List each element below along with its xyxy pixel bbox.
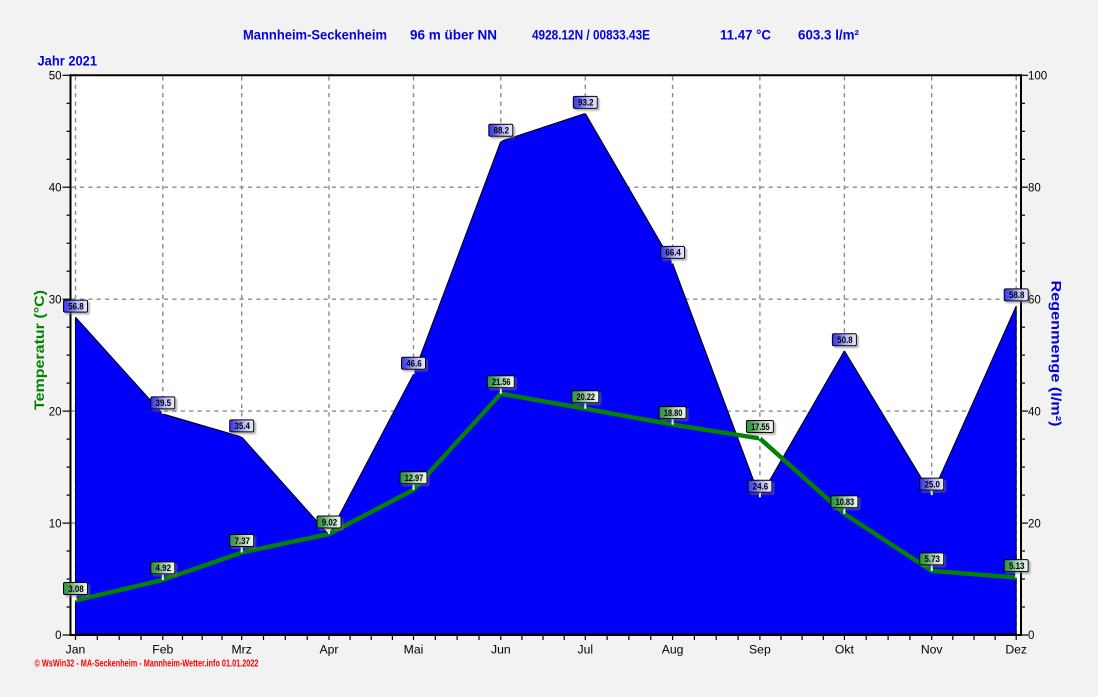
svg-text:10.83: 10.83 xyxy=(836,497,855,507)
svg-text:66.4: 66.4 xyxy=(665,248,681,258)
svg-text:Aug: Aug xyxy=(662,643,684,657)
svg-text:Jahr 2021: Jahr 2021 xyxy=(38,54,98,69)
svg-text:Jan: Jan xyxy=(66,643,86,657)
svg-text:0: 0 xyxy=(1028,630,1034,642)
svg-text:3.08: 3.08 xyxy=(68,584,84,594)
svg-text:Jun: Jun xyxy=(491,643,511,657)
svg-text:20: 20 xyxy=(49,406,62,418)
svg-text:4928.12N / 00833.43E: 4928.12N / 00833.43E xyxy=(532,27,650,43)
svg-text:Temperatur (°C): Temperatur (°C) xyxy=(31,290,47,410)
svg-text:Nov: Nov xyxy=(921,643,944,657)
svg-text:24.6: 24.6 xyxy=(753,482,769,492)
svg-text:Apr: Apr xyxy=(320,643,339,657)
svg-text:17.55: 17.55 xyxy=(751,422,770,432)
svg-text:100: 100 xyxy=(1028,71,1047,83)
svg-text:20: 20 xyxy=(1028,518,1041,530)
svg-text:Sep: Sep xyxy=(749,643,771,657)
svg-text:© WsWin32 - MA-Seckenheim -: © WsWin32 - MA-Seckenheim - Mannheim-Wet… xyxy=(35,659,259,670)
svg-text:5.13: 5.13 xyxy=(1009,561,1025,571)
svg-text:30: 30 xyxy=(49,294,62,306)
svg-text:80: 80 xyxy=(1028,182,1041,194)
svg-text:50: 50 xyxy=(49,71,62,83)
svg-text:0: 0 xyxy=(55,630,61,642)
svg-text:4.92: 4.92 xyxy=(156,563,172,573)
svg-text:Feb: Feb xyxy=(152,643,173,657)
svg-text:25.0: 25.0 xyxy=(924,479,940,489)
svg-text:18.80: 18.80 xyxy=(664,408,683,418)
svg-text:9.02: 9.02 xyxy=(322,517,338,527)
svg-text:12.97: 12.97 xyxy=(405,473,424,483)
svg-text:Mrz: Mrz xyxy=(232,643,252,657)
svg-text:Mannheim-Seckenheim: Mannheim-Seckenheim xyxy=(243,27,387,43)
svg-text:Regenmenge (l/m²): Regenmenge (l/m²) xyxy=(1049,281,1065,427)
svg-text:96 m über NN: 96 m über NN xyxy=(410,27,497,43)
svg-text:93.2: 93.2 xyxy=(578,98,594,108)
svg-text:603.3 l/m²: 603.3 l/m² xyxy=(798,27,859,43)
svg-text:60: 60 xyxy=(1028,294,1041,306)
svg-text:7.37: 7.37 xyxy=(234,536,250,546)
svg-text:46.6: 46.6 xyxy=(406,359,422,369)
svg-text:56.8: 56.8 xyxy=(68,301,84,311)
svg-text:21.56: 21.56 xyxy=(492,377,511,387)
svg-text:40: 40 xyxy=(49,182,62,194)
svg-text:Okt: Okt xyxy=(835,643,855,657)
svg-text:40: 40 xyxy=(1028,406,1041,418)
svg-text:Mai: Mai xyxy=(404,643,424,657)
svg-text:Dez: Dez xyxy=(1005,643,1027,657)
svg-text:11.47 °C: 11.47 °C xyxy=(720,27,771,43)
svg-text:5.73: 5.73 xyxy=(924,554,940,564)
svg-text:58.8: 58.8 xyxy=(1009,290,1025,300)
svg-text:20.22: 20.22 xyxy=(577,392,596,402)
svg-text:35.4: 35.4 xyxy=(234,421,250,431)
svg-text:10: 10 xyxy=(49,518,62,530)
svg-text:Jul: Jul xyxy=(578,643,594,657)
svg-text:50.8: 50.8 xyxy=(837,335,853,345)
svg-text:39.5: 39.5 xyxy=(156,398,172,408)
svg-text:88.2: 88.2 xyxy=(494,126,510,136)
